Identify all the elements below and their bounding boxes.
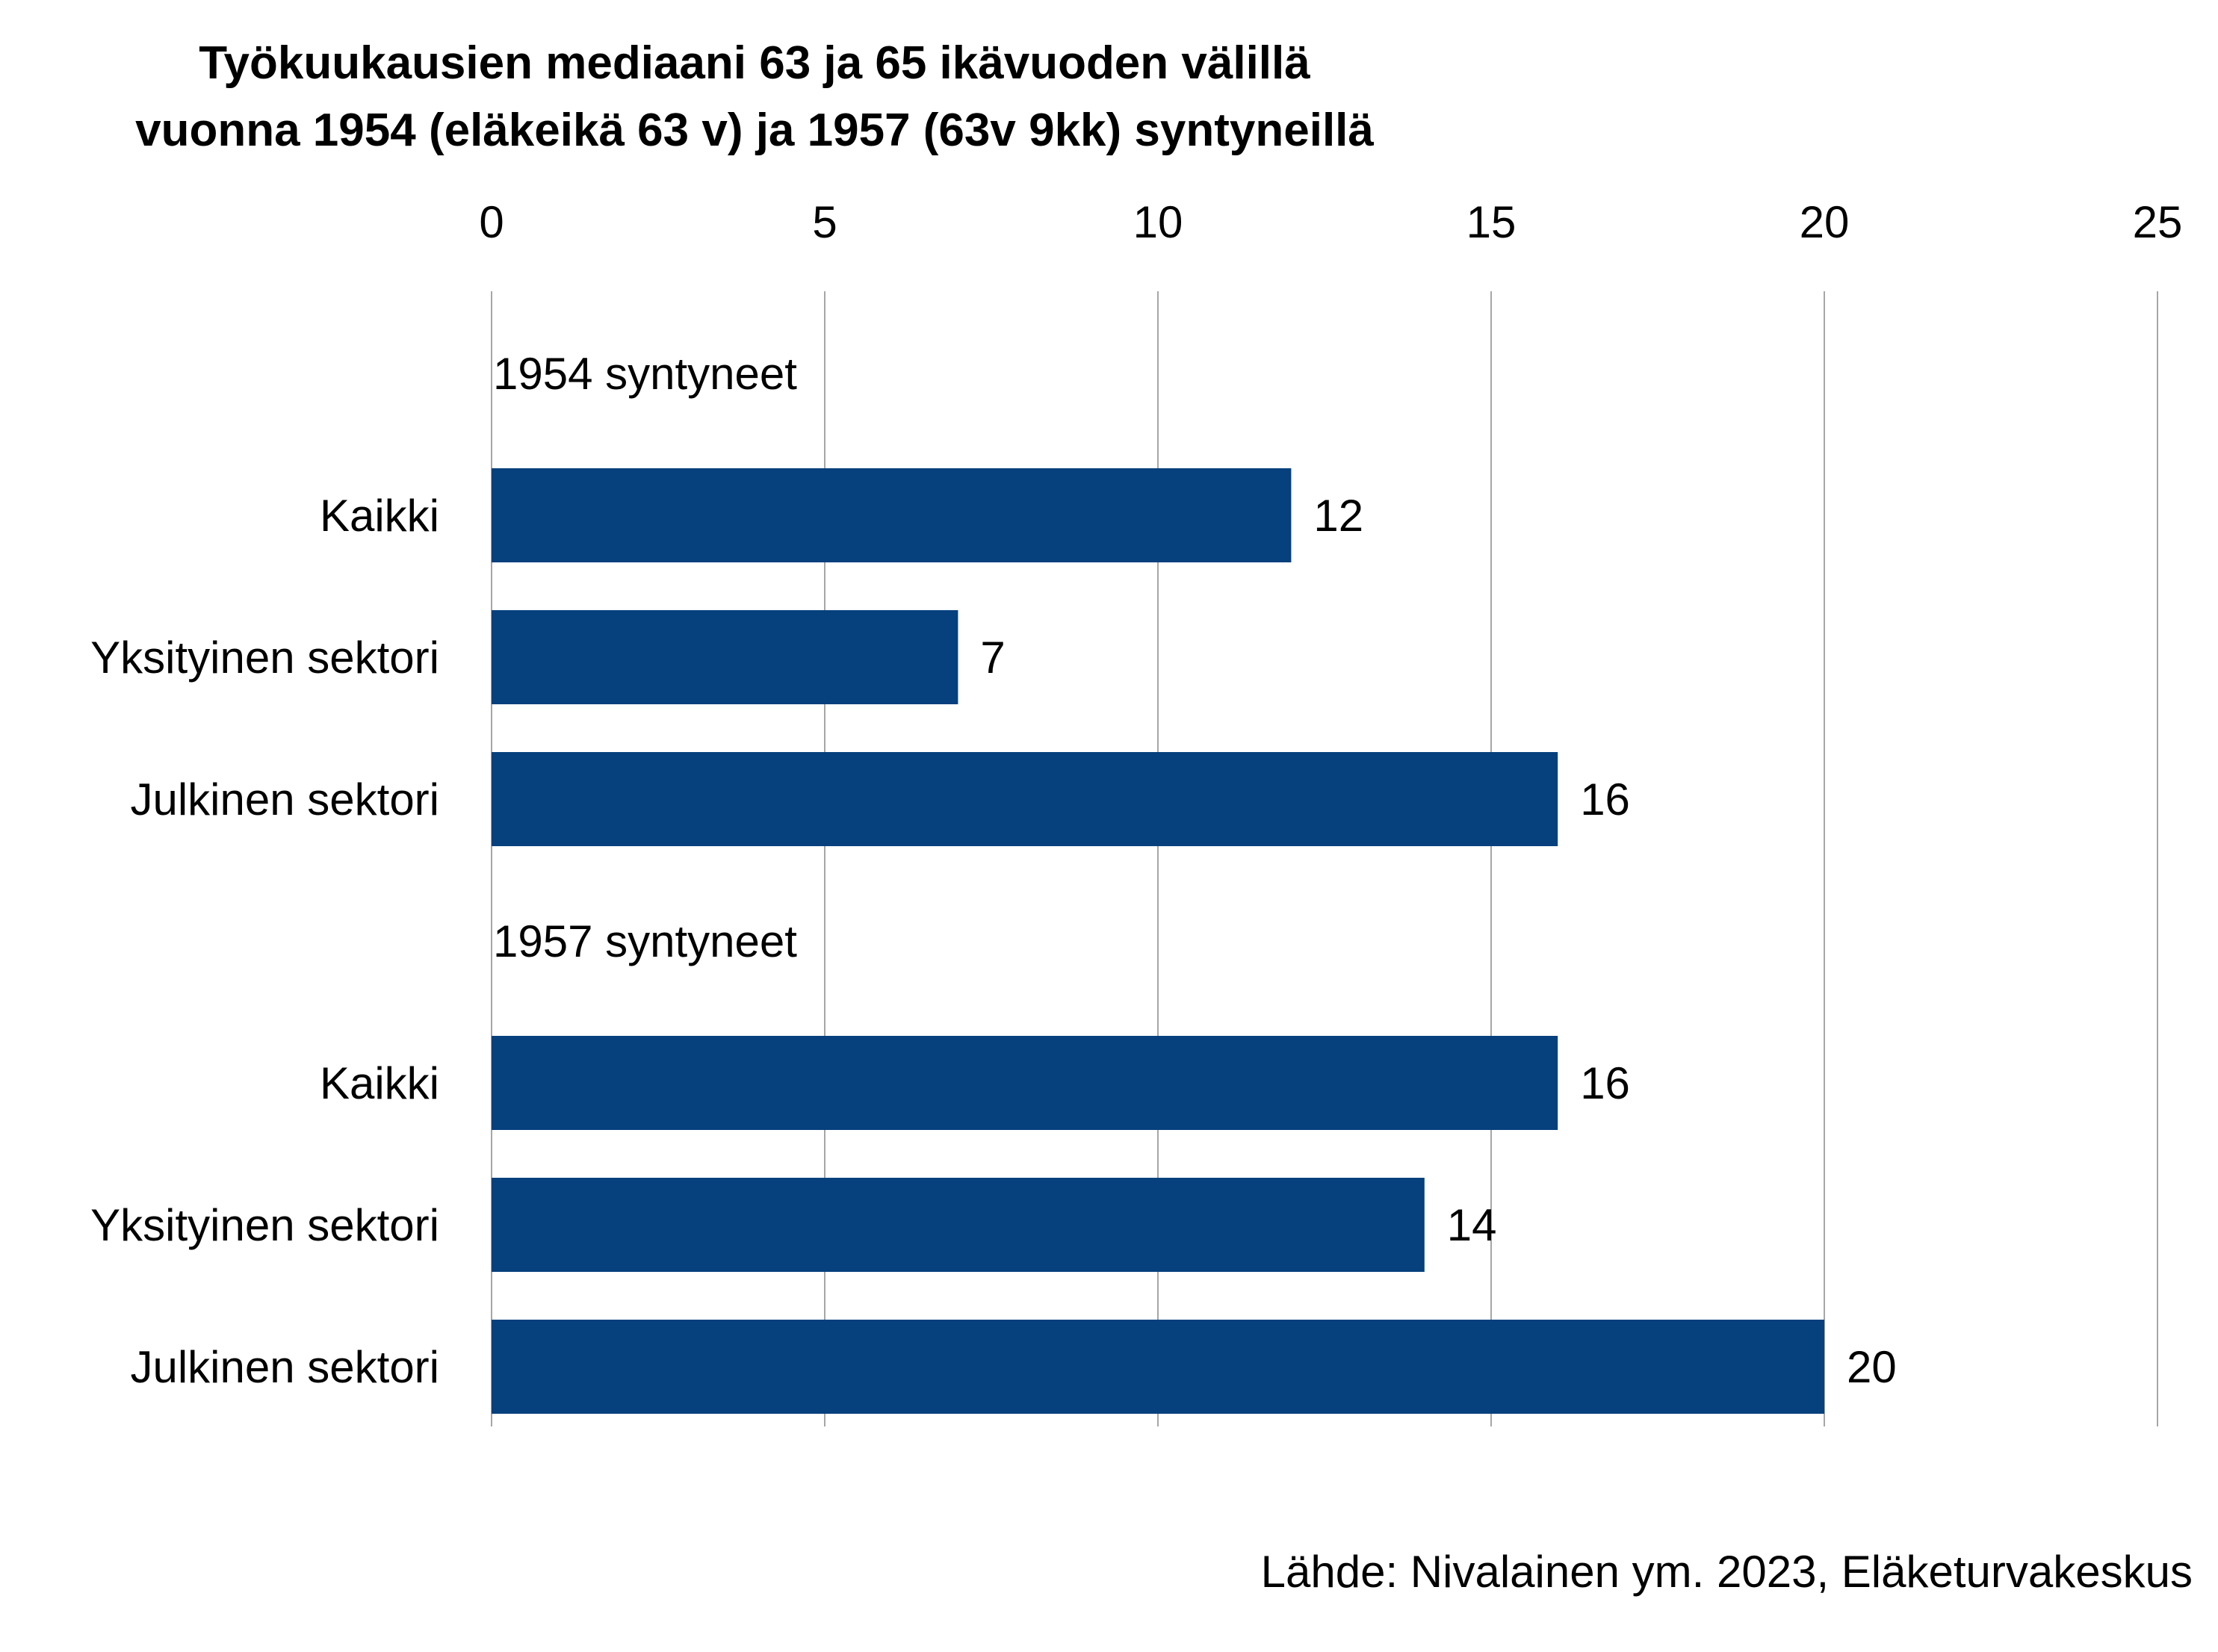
x-tick-label: 25 <box>2133 197 2183 247</box>
labels: 1954 syntyneet Kaikki 12 Yksityinen sektori… <box>90 349 1897 1392</box>
x-tick-label: 20 <box>1800 197 1850 247</box>
bar <box>492 1178 1425 1272</box>
bar <box>492 468 1292 562</box>
bar <box>492 610 958 704</box>
chart-title-line-1: Työkuukausien mediaani 63 ja 65 ikävuode… <box>199 37 1310 89</box>
bar <box>492 752 1558 846</box>
category-label: Yksityinen sektori <box>90 633 439 683</box>
bar <box>492 1320 1824 1414</box>
data-label: 20 <box>1847 1342 1897 1392</box>
category-label: Julkinen sektori <box>130 774 439 825</box>
data-label: 12 <box>1313 491 1363 541</box>
category-label: Kaikki <box>320 1058 439 1108</box>
source-note: Lähde: Nivalainen ym. 2023, Eläketurvake… <box>1261 1547 2193 1597</box>
x-tick-label: 5 <box>812 197 837 247</box>
x-axis-ticks: 0 5 10 15 20 25 <box>479 197 2182 247</box>
x-tick-label: 15 <box>1466 197 1517 247</box>
category-label: Yksityinen sektori <box>90 1200 439 1250</box>
data-label: 14 <box>1447 1200 1497 1250</box>
bar <box>492 1036 1558 1130</box>
data-label: 16 <box>1580 774 1630 825</box>
group-label: 1957 syntyneet <box>493 916 797 966</box>
data-label: 16 <box>1580 1058 1630 1108</box>
chart-title-line-2: vuonna 1954 (eläkeikä 63 v) ja 1957 (63v… <box>135 105 1374 156</box>
data-label: 7 <box>980 633 1005 683</box>
category-label: Julkinen sektori <box>130 1342 439 1392</box>
group-label: 1954 syntyneet <box>493 349 797 399</box>
x-tick-label: 0 <box>479 197 504 247</box>
category-label: Kaikki <box>320 491 439 541</box>
bars <box>492 468 1824 1414</box>
x-tick-label: 10 <box>1133 197 1183 247</box>
